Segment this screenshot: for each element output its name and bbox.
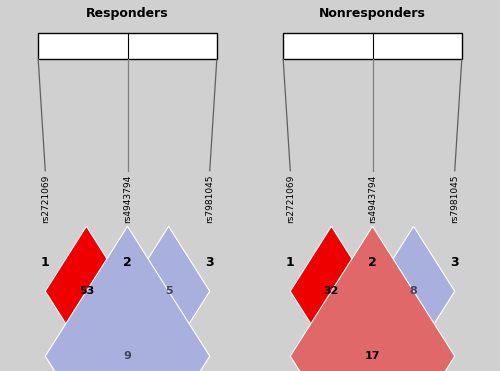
Polygon shape [46,226,210,371]
Text: rs7981045: rs7981045 [206,174,214,223]
Text: Responders: Responders [86,7,169,20]
Text: rs2721069: rs2721069 [286,174,295,223]
Text: rs4943794: rs4943794 [123,174,132,223]
Text: 3: 3 [206,256,214,269]
Text: rs7981045: rs7981045 [450,174,459,223]
Text: Nonresponders: Nonresponders [319,7,426,20]
Polygon shape [372,226,455,356]
Polygon shape [46,226,128,356]
Text: 1: 1 [286,256,294,269]
Text: 8: 8 [410,286,418,296]
Text: 3: 3 [450,256,459,269]
Polygon shape [290,226,455,371]
Bar [38,33,217,59]
Text: 2: 2 [123,256,132,269]
Text: rs4943794: rs4943794 [368,174,377,223]
Bar [283,33,462,59]
Text: 17: 17 [365,351,380,361]
Text: 1: 1 [41,256,50,269]
Text: 32: 32 [324,286,339,296]
Text: rs2721069: rs2721069 [41,174,50,223]
Text: 53: 53 [79,286,94,296]
Text: 9: 9 [124,351,132,361]
Text: 5: 5 [165,286,172,296]
Polygon shape [290,226,372,356]
Text: 2: 2 [368,256,377,269]
Polygon shape [128,226,210,356]
